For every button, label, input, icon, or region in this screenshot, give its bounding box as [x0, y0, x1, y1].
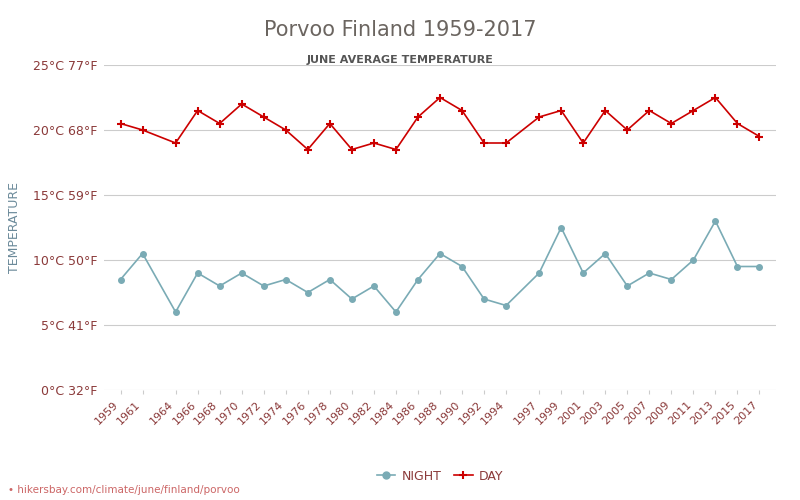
Text: Porvoo Finland 1959-2017: Porvoo Finland 1959-2017 [264, 20, 536, 40]
Text: • hikersbay.com/climate/june/finland/porvoo: • hikersbay.com/climate/june/finland/por… [8, 485, 240, 495]
Legend: NIGHT, DAY: NIGHT, DAY [371, 465, 509, 488]
Text: JUNE AVERAGE TEMPERATURE: JUNE AVERAGE TEMPERATURE [306, 55, 494, 65]
Y-axis label: TEMPERATURE: TEMPERATURE [9, 182, 22, 273]
